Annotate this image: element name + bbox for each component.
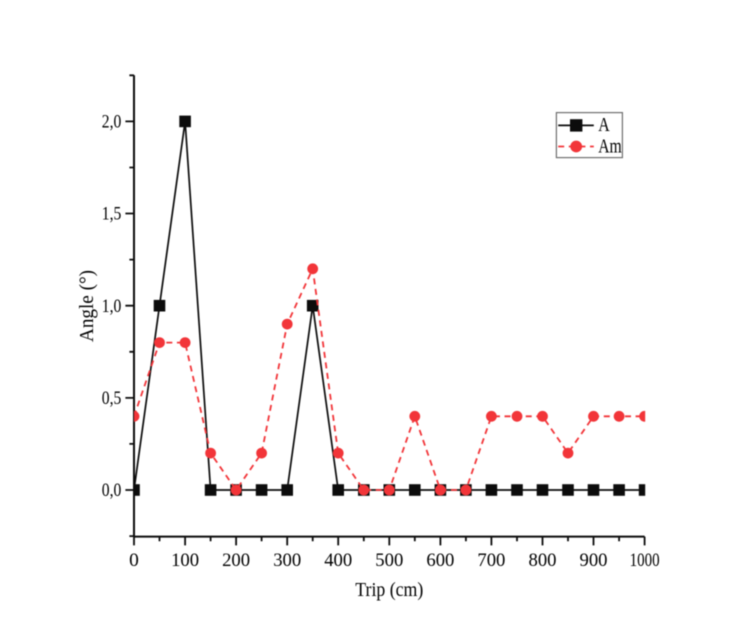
svg-text:A: A	[598, 115, 610, 136]
svg-text:900: 900	[580, 550, 608, 571]
svg-text:700: 700	[477, 550, 505, 571]
svg-text:600: 600	[426, 550, 454, 571]
svg-text:1,5: 1,5	[102, 204, 122, 225]
svg-text:500: 500	[375, 550, 403, 571]
svg-text:0,5: 0,5	[102, 388, 122, 409]
svg-text:1,0: 1,0	[102, 296, 122, 317]
svg-text:2,0: 2,0	[102, 112, 122, 133]
svg-text:0: 0	[129, 550, 139, 571]
svg-text:Angle (°): Angle (°)	[77, 270, 98, 342]
svg-text:Am: Am	[598, 137, 622, 158]
svg-text:100: 100	[171, 550, 199, 571]
svg-text:Trip (cm): Trip (cm)	[355, 580, 423, 601]
svg-text:400: 400	[324, 550, 352, 571]
svg-text:200: 200	[222, 550, 250, 571]
svg-text:800: 800	[529, 550, 557, 571]
svg-text:1000: 1000	[630, 550, 660, 571]
svg-text:0,0: 0,0	[102, 480, 122, 501]
svg-text:300: 300	[273, 550, 301, 571]
